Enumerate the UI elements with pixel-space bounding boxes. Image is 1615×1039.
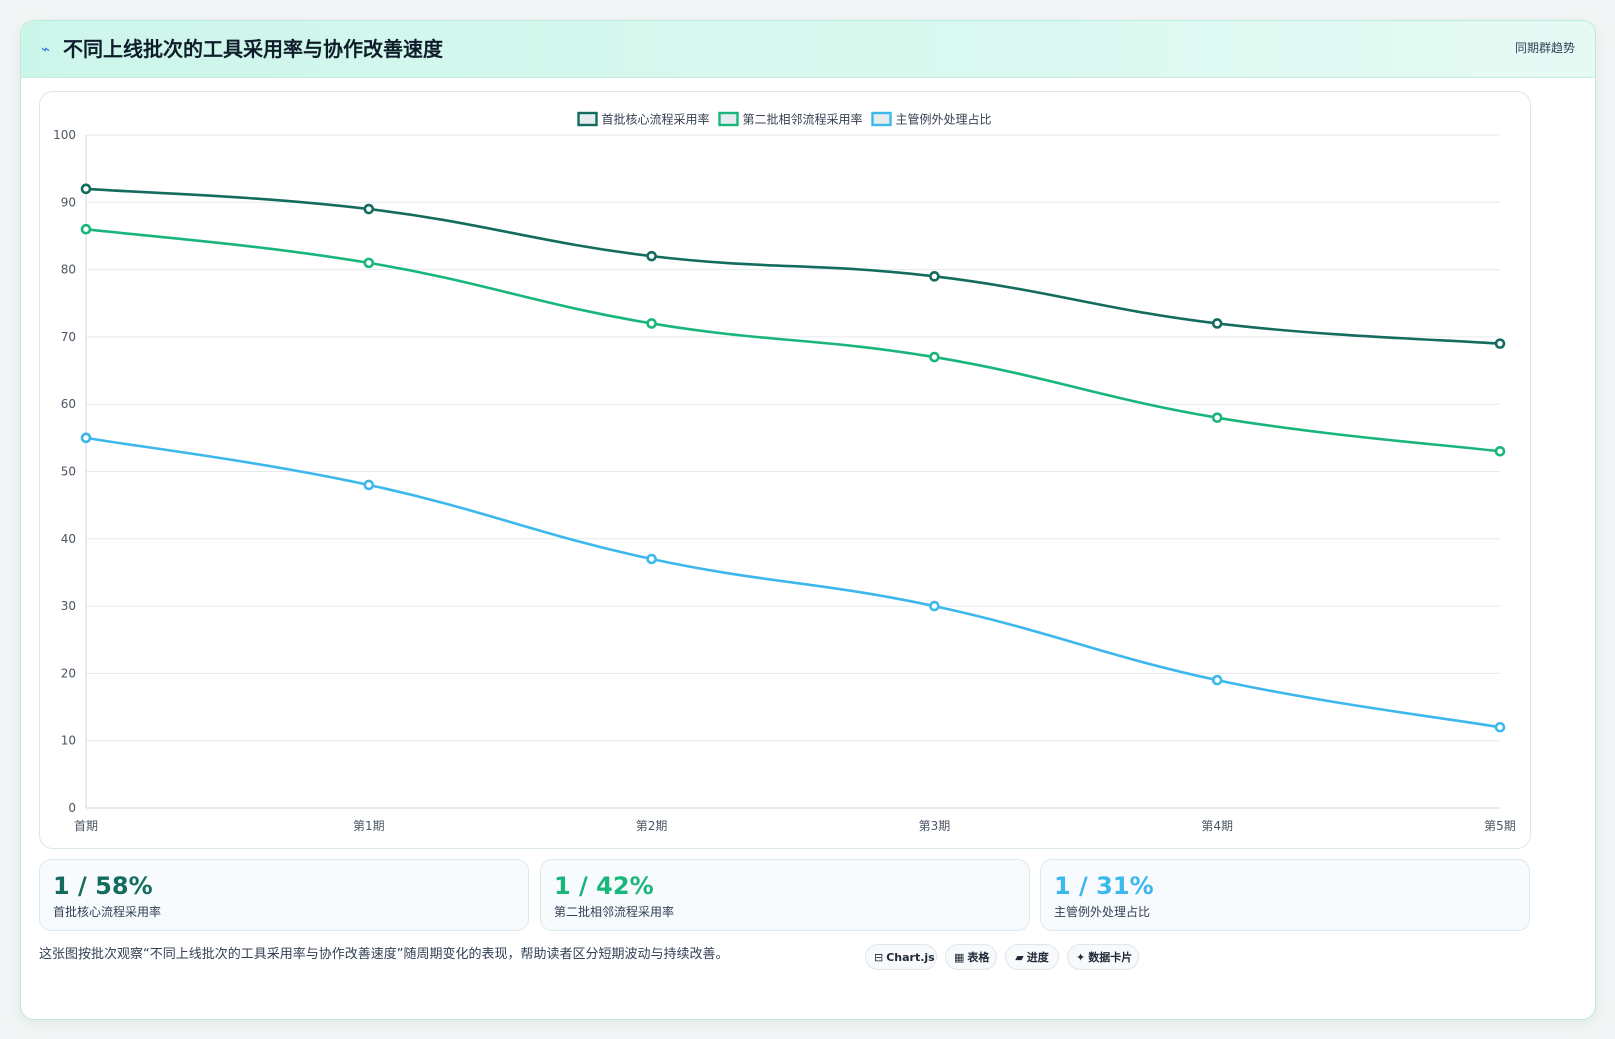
data-point [646,318,657,329]
stat-label: 第二批相邻流程采用率 [554,905,675,919]
pill-label: Chart.js [886,951,935,964]
page-title: 不同上线批次的工具采用率与协作改善速度 [63,37,443,61]
x-tick-label: 第4期 [1201,819,1233,833]
x-tick-label: 第2期 [636,819,668,833]
y-tick-label: 70 [61,330,76,344]
pill-chartjs[interactable]: ⊟ Chart.js [865,944,937,970]
legend-label: 第二批相邻流程采用率 [743,112,863,127]
y-tick-label: 100 [53,128,76,142]
stat-card-core-adoption: 1 / 58% 首批核心流程采用率 [39,859,529,931]
y-tick-label: 30 [61,599,76,613]
data-point [80,223,92,235]
y-tick-label: 90 [61,195,76,209]
stat-value: 1 / 58% [53,872,153,900]
stat-value: 1 / 31% [1054,872,1154,900]
trend-icon: ⌁ [41,40,51,58]
y-tick-label: 10 [61,734,76,748]
y-tick-label: 60 [61,397,76,411]
legend-label: 首批核心流程采用率 [602,112,710,127]
chart-panel: 0 10 20 30 40 50 60 70 80 90 100 首期 第1期 第2期 第3期 第4期 第5期 首… [39,91,1531,849]
y-tick-label: 20 [61,666,76,680]
data-point [363,479,375,491]
y-tick-label: 50 [61,465,76,479]
pill-label: 表格 [967,951,990,964]
data-point [646,250,657,262]
chart-description: 这张图按批次观察“不同上线批次的工具采用率与协作改善速度”随周期变化的表现，帮助… [39,947,729,962]
data-point [80,183,92,195]
stat-label: 首批核心流程采用率 [53,905,162,919]
chart-icon: ⊟ [874,951,884,964]
pill-data-cards[interactable]: ✦ 数据卡片 [1067,944,1139,970]
series-line [85,187,1501,345]
series-line [85,436,1501,729]
progress-icon: ▰ [1015,951,1024,964]
data-point [1211,674,1223,686]
y-tick-label: 40 [61,532,76,546]
series-line [85,227,1501,453]
chart-card: ⌁ 不同上线批次的工具采用率与协作改善速度 同期群趋势 0 10 20 30 40 50 6… [20,20,1596,1020]
cohort-trend-label: 同期群趋势 [1514,41,1575,55]
stat-label: 主管例外处理占比 [1054,905,1151,919]
legend-swatch [871,111,892,127]
legend-swatch [718,111,739,127]
x-tick-label: 第3期 [919,819,951,833]
x-tick-label: 第5期 [1484,819,1516,833]
line-chart: 0 10 20 30 40 50 60 70 80 90 100 首期 第1期 第2期 第3期 第4期 第5期 首… [53,111,1516,834]
table-icon: ▦ [954,951,965,964]
data-point [1494,721,1506,733]
data-point [929,351,940,363]
data-point [1211,318,1223,329]
data-point [646,553,657,565]
pill-label: 数据卡片 [1088,951,1133,964]
sparkle-icon: ✦ [1076,951,1086,964]
stat-value: 1 / 42% [554,872,654,900]
legend-label: 主管例外处理占比 [896,112,992,127]
data-point [80,432,92,444]
pill-label: 进度 [1026,951,1049,964]
pill-progress[interactable]: ▰ 进度 [1005,944,1059,970]
data-point [1211,412,1223,423]
data-point [929,271,940,282]
stat-card-adjacent-adoption: 1 / 42% 第二批相邻流程采用率 [540,859,1030,931]
x-tick-label: 第1期 [353,819,385,833]
legend-swatch [577,111,598,127]
card-header: ⌁ 不同上线批次的工具采用率与协作改善速度 同期群趋势 [21,21,1595,78]
data-point [1494,446,1506,457]
pill-table[interactable]: ▦ 表格 [945,944,997,970]
data-point [929,600,940,612]
y-tick-label: 0 [68,801,76,815]
data-point [363,203,375,215]
y-tick-label: 80 [61,263,76,277]
x-tick-label: 首期 [74,819,98,833]
data-point [1494,338,1506,349]
data-point [363,257,375,269]
stat-card-exception-ratio: 1 / 31% 主管例外处理占比 [1040,859,1530,931]
